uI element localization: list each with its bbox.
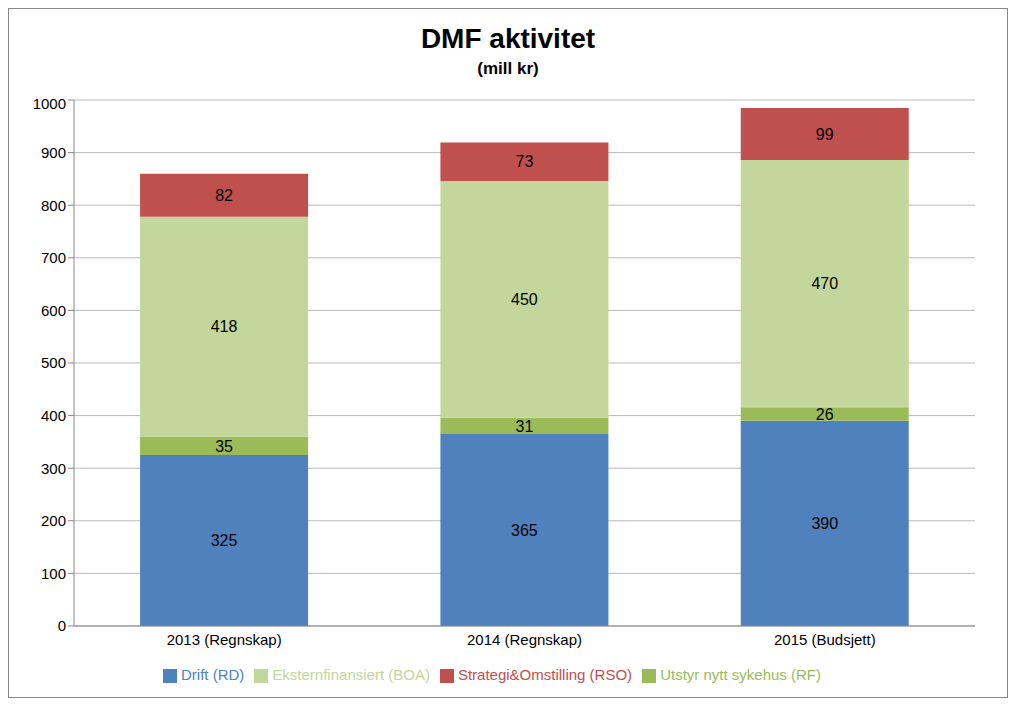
svg-text:31: 31 [516,418,534,435]
svg-text:26: 26 [816,406,834,423]
svg-text:470: 470 [811,275,838,292]
svg-text:600: 600 [41,302,66,319]
svg-text:325: 325 [211,532,238,549]
svg-text:2014 (Regnskap): 2014 (Regnskap) [467,631,582,648]
svg-text:365: 365 [511,522,538,539]
svg-text:450: 450 [511,291,538,308]
svg-text:200: 200 [41,512,66,529]
svg-text:2015 (Budsjett): 2015 (Budsjett) [774,631,876,648]
svg-text:35: 35 [215,438,233,455]
html-text:Utstyr nytt sykehus (RF): Utstyr nytt sykehus (RF) [660,666,821,683]
svg-text:2013 (Regnskap): 2013 (Regnskap) [167,631,282,648]
svg-text:400: 400 [41,407,66,424]
svg-text:800: 800 [41,197,66,214]
html-text:Strategi&Omstilling (RSO): Strategi&Omstilling (RSO) [457,666,633,683]
svg-text:300: 300 [41,460,66,477]
svg-text:100: 100 [41,565,66,582]
svg-text:82: 82 [215,187,233,204]
html-text:DMF aktivitet: DMF aktivitet [420,23,596,54]
html-text:Drift (RD): Drift (RD) [181,666,245,683]
svg-text:900: 900 [41,144,66,161]
svg-text:418: 418 [211,318,238,335]
svg-text:0: 0 [58,617,66,634]
svg-text:500: 500 [41,354,66,371]
svg-text:700: 700 [41,249,66,266]
svg-text:99: 99 [816,126,834,143]
svg-text:73: 73 [516,153,534,170]
html-text:Eksternfinansiert (BOA): Eksternfinansiert (BOA) [272,666,430,683]
svg-text:390: 390 [811,515,838,532]
svg-text:1000: 1000 [33,95,66,112]
html-text:(mill kr): (mill kr) [477,59,539,78]
